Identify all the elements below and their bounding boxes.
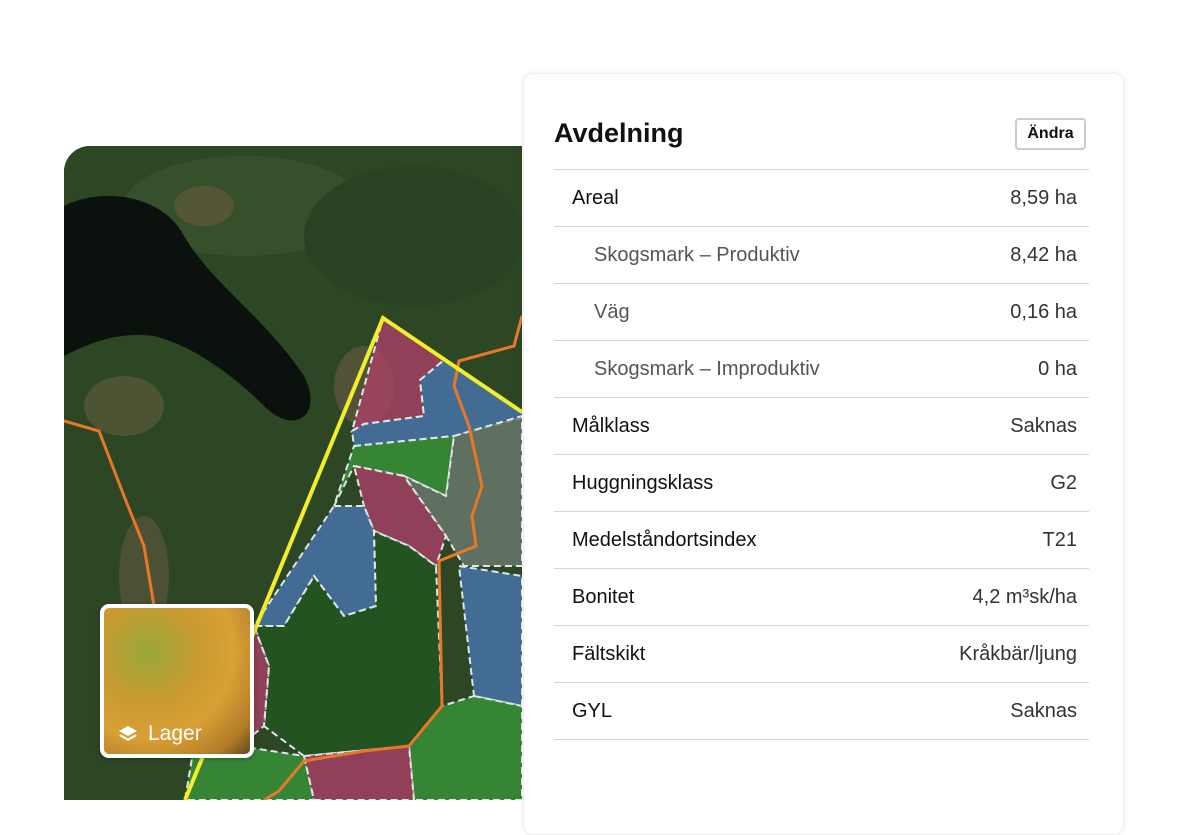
detail-row: Medelståndortsindex T21: [554, 511, 1089, 568]
detail-row: Skogsmark – Improduktiv 0 ha: [554, 340, 1089, 397]
layer-button[interactable]: Lager: [100, 604, 254, 758]
detail-label: Målklass: [572, 414, 650, 437]
detail-label: Medelståndortsindex: [572, 528, 757, 551]
detail-value: Saknas: [1010, 414, 1077, 437]
detail-value: Kråkbär/ljung: [959, 642, 1077, 665]
stand-magenta: [302, 744, 416, 800]
detail-label: GYL: [572, 699, 613, 722]
detail-label: Väg: [594, 300, 630, 323]
edit-button[interactable]: Ändra: [1015, 118, 1086, 150]
detail-row: Fältskikt Kråkbär/ljung: [554, 625, 1089, 682]
detail-row: Väg 0,16 ha: [554, 283, 1089, 340]
panel-title: Avdelning: [554, 118, 684, 148]
detail-value: 0 ha: [1038, 357, 1077, 380]
detail-row: Målklass Saknas: [554, 397, 1089, 454]
detail-row: GYL Saknas: [554, 682, 1089, 740]
layers-icon: [119, 726, 137, 741]
detail-value: G2: [1050, 471, 1077, 494]
stand-gray: [401, 414, 522, 567]
detail-value: 8,42 ha: [1010, 243, 1077, 266]
detail-value: T21: [1042, 528, 1077, 551]
layer-button-label: Lager: [148, 722, 202, 745]
road-line: [64, 419, 156, 607]
detail-row: Skogsmark – Produktiv 8,42 ha: [554, 226, 1089, 283]
map-canvas[interactable]: [64, 146, 522, 800]
stand-details-panel: Avdelning Ändra Areal 8,59 ha Skogsmark – …: [523, 73, 1124, 835]
detail-label: Areal: [572, 186, 619, 209]
detail-label: Huggningsklass: [572, 471, 714, 494]
stand-blue: [457, 564, 522, 708]
stand-blue: [350, 358, 522, 448]
detail-label: Skogsmark – Improduktiv: [594, 357, 820, 380]
detail-row: Bonitet 4,2 m³sk/ha: [554, 568, 1089, 625]
map-view[interactable]: [64, 146, 522, 800]
detail-value: Saknas: [1010, 699, 1077, 722]
detail-label: Bonitet: [572, 585, 635, 608]
detail-row: Areal 8,59 ha: [554, 169, 1089, 226]
stand-magenta: [352, 464, 448, 568]
detail-value: 4,2 m³sk/ha: [972, 585, 1077, 608]
detail-label: Skogsmark – Produktiv: [594, 243, 800, 266]
details-list: Areal 8,59 ha Skogsmark – Produktiv 8,42 ha…: [554, 169, 1089, 740]
detail-value: 0,16 ha: [1010, 300, 1077, 323]
detail-value: 8,59 ha: [1010, 186, 1077, 209]
detail-row: Huggningsklass G2: [554, 454, 1089, 511]
detail-label: Fältskikt: [572, 642, 646, 665]
